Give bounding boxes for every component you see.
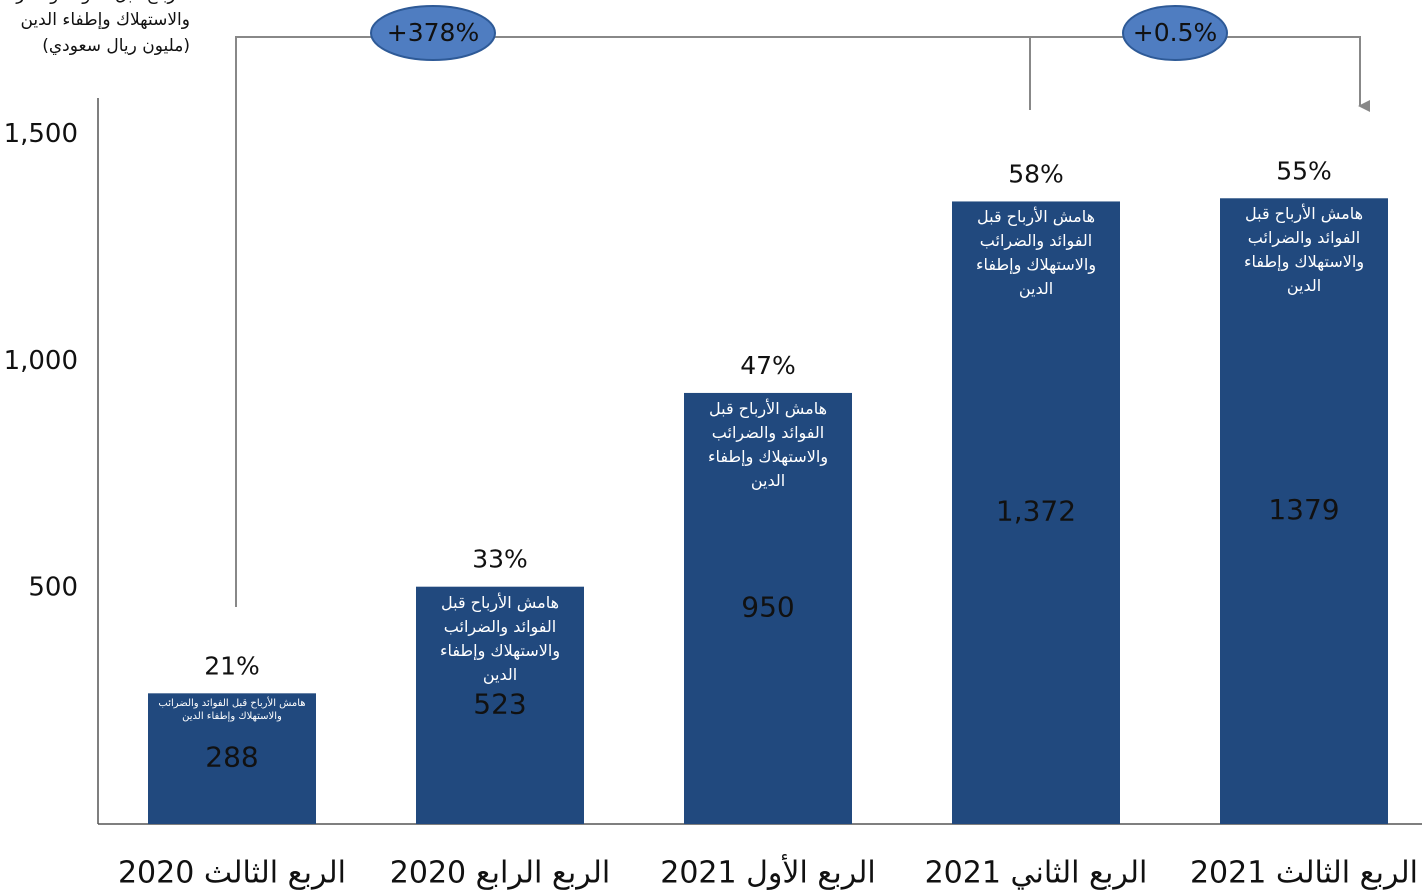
annotation-bubble (1122, 5, 1228, 61)
y-tick-label: 1,500 (4, 119, 78, 149)
margin-label: 55% (1276, 156, 1332, 185)
annotation: +378% (387, 18, 479, 47)
margin-label: 21% (204, 651, 260, 680)
x-tick-label: الربع الرابع 2020 (390, 856, 610, 891)
bar (952, 201, 1120, 824)
connector (235, 36, 1370, 607)
y-tick-label: 500 (28, 573, 78, 603)
bar-label: هامش الأرباح قبل الفوائد والضرائب والاست… (975, 207, 1097, 299)
bar (148, 693, 316, 824)
x-tick-label: الربع الثاني 2021 (925, 856, 1148, 891)
bar (416, 586, 584, 824)
margin-label: 33% (472, 545, 528, 574)
annotation-bubble (370, 5, 496, 61)
x-tick-label: الربع الثالث 2021 (1190, 856, 1418, 891)
value-label: 523 (473, 687, 526, 720)
annotation: +0.5% (1133, 18, 1217, 47)
bar-label: هامش الأرباح قبل الفوائد والضرائب والاست… (707, 398, 829, 490)
bar (684, 392, 852, 824)
y-axis-title: الأرباح قبل الفوائد والضرائب والاستهلاك … (0, 0, 190, 56)
bar-label: هامش الأرباح قبل الفوائد والضرائب والاست… (1243, 204, 1365, 296)
y-tick-label: 1,000 (4, 346, 78, 376)
margin-label: 58% (1008, 159, 1064, 188)
value-label: 1379 (1268, 493, 1339, 526)
bar-label: هامش الأرباح قبل الفوائد والضرائب والاست… (158, 698, 306, 723)
value-label: 950 (741, 590, 794, 623)
value-label: 288 (205, 741, 258, 774)
value-label: 1,372 (996, 495, 1076, 528)
x-tick-label: الربع الثالث 2020 (118, 856, 346, 891)
bar (1220, 198, 1388, 824)
margin-label: 47% (740, 351, 796, 380)
x-tick-label: الربع الأول 2021 (660, 853, 876, 891)
bar-label: هامش الأرباح قبل الفوائد والضرائب والاست… (439, 592, 561, 684)
